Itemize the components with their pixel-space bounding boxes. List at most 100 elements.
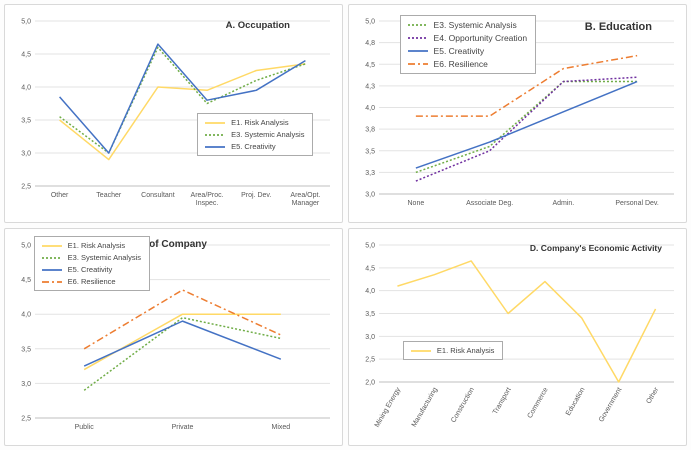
chart-panel-occupation: A. Occupation 2,5 3,0 3,5 4,0 4,5 5,0 Other Tea… (4, 4, 343, 223)
legend-item: E1. Risk Analysis (410, 346, 494, 355)
svg-text:4,0: 4,0 (365, 105, 375, 112)
svg-text:Education: Education (565, 386, 587, 417)
legend-line-sample (41, 268, 62, 271)
legend-item: E5. Creativity (204, 142, 304, 151)
svg-text:3,3: 3,3 (365, 170, 375, 177)
svg-text:5,0: 5,0 (365, 19, 375, 26)
svg-text:4,3: 4,3 (365, 83, 375, 90)
legend-item: E5. Creativity (407, 46, 528, 56)
legend-item: E6. Resilience (407, 59, 528, 69)
legend-label: E5. Creativity (433, 45, 485, 56)
legend-label: E5. Creativity (231, 142, 276, 152)
chart-title-economic-activity: D. Company's Economic Activity (529, 242, 662, 253)
svg-text:Government: Government (598, 386, 623, 423)
chart-svg: 2,5 3,0 3,5 4,0 4,5 5,0 Other Teacher Consultant… (21, 19, 330, 207)
chart-legend: E1. Risk Analysis (402, 341, 504, 361)
svg-text:4,5: 4,5 (21, 277, 31, 284)
svg-text:Transport: Transport (492, 386, 513, 415)
line-chart-occupation: 2,5 3,0 3,5 4,0 4,5 5,0 Other Teacher Consultant… (5, 5, 342, 222)
svg-text:2,5: 2,5 (365, 356, 375, 363)
legend-label: E1. Risk Analysis (231, 118, 289, 128)
svg-text:3,0: 3,0 (21, 151, 31, 158)
chart-svg: 2,5 3,0 3,5 4,0 4,5 5,0 Public Private Mixed (21, 242, 330, 431)
svg-text:2,5: 2,5 (21, 184, 31, 191)
series-line (59, 43, 306, 154)
legend-label: E4. Opportunity Creation (433, 32, 528, 43)
legend-line-sample (205, 145, 226, 148)
legend-item: E4. Opportunity Creation (407, 32, 528, 43)
legend-item: E3. Systemic Analysis (41, 253, 141, 262)
series-line (415, 76, 638, 182)
chart-svg: 2,0 2,5 3,0 3,5 4,0 4,5 5,0 Mining Energy Manufa… (365, 242, 674, 429)
svg-text:4,5: 4,5 (365, 62, 375, 69)
legend-item: E1. Risk Analysis (41, 241, 141, 250)
svg-text:5,0: 5,0 (21, 242, 31, 249)
legend-label: E6. Resilience (433, 58, 488, 69)
series-line (83, 288, 282, 349)
chart-title-company-type: C. Type of Company (111, 238, 207, 250)
legend-line-sample (407, 62, 428, 65)
svg-text:Associate Deg.: Associate Deg. (466, 200, 513, 207)
svg-text:Other: Other (51, 192, 69, 199)
svg-text:Personal Dev.: Personal Dev. (615, 200, 659, 207)
legend-line-sample (205, 133, 226, 136)
svg-text:4,0: 4,0 (365, 288, 375, 295)
svg-text:Admin.: Admin. (552, 200, 574, 207)
svg-text:Manufacturing: Manufacturing (411, 386, 439, 428)
svg-text:4,5: 4,5 (365, 265, 375, 272)
chart-legend: E3. Systemic Analysis E4. Opportunity Cre… (399, 14, 537, 74)
series-line (415, 80, 638, 169)
svg-text:Consultant: Consultant (141, 192, 175, 199)
series-line (415, 80, 638, 174)
chart-panel-education: B. Education 3,0 3,3 3,5 3,8 4,0 4,3 4,5 4,8 5,0… (348, 4, 687, 223)
svg-text:Mixed: Mixed (271, 424, 290, 431)
legend-item: E1. Risk Analysis (204, 118, 304, 127)
legend-item: E5. Creativity (41, 265, 141, 274)
svg-text:3,0: 3,0 (365, 333, 375, 340)
svg-text:3,8: 3,8 (365, 127, 375, 134)
svg-text:3,5: 3,5 (21, 346, 31, 353)
legend-label: E3. Systemic Analysis (231, 130, 305, 140)
svg-text:Public: Public (75, 424, 95, 431)
legend-line-sample (407, 49, 428, 52)
svg-text:Private: Private (172, 424, 194, 431)
legend-label: E5. Creativity (67, 265, 113, 275)
legend-line-sample (41, 244, 62, 247)
svg-text:4,0: 4,0 (21, 311, 31, 318)
legend-label: E3. Systemic Analysis (433, 19, 517, 30)
svg-text:Teacher: Teacher (96, 192, 122, 199)
svg-text:Other: Other (645, 385, 660, 404)
legend-item: E3. Systemic Analysis (204, 130, 304, 139)
chart-legend: E1. Risk Analysis E3. Systemic Analysis E5… (197, 113, 314, 157)
svg-text:2,0: 2,0 (365, 379, 375, 386)
legend-label: E3. Systemic Analysis (67, 253, 141, 263)
chart-title-education: B. Education (584, 21, 652, 33)
legend-item: E3. Systemic Analysis (407, 20, 528, 30)
svg-text:3,0: 3,0 (21, 380, 31, 387)
svg-text:Mining Energy: Mining Energy (374, 386, 403, 429)
chart-legend: E1. Risk Analysis E3. Systemic Analysis E5… (33, 236, 150, 292)
svg-text:Proj. Dev.: Proj. Dev. (241, 192, 271, 199)
svg-text:3,5: 3,5 (21, 118, 31, 125)
series-line (83, 319, 282, 367)
svg-text:3,5: 3,5 (365, 148, 375, 155)
chart-panel-company-type: C. Type of Company 2,5 3,0 3,5 4,0 4,5 5,0 Pub… (4, 227, 343, 446)
legend-line-sample (407, 36, 428, 39)
series-line (83, 316, 281, 391)
series-line (59, 63, 306, 161)
chart-title-occupation: A. Occupation (225, 20, 290, 31)
legend-label: E6. Resilience (67, 277, 116, 287)
series-line (397, 259, 657, 383)
legend-line-sample (410, 349, 431, 352)
line-chart-company-type: 2,5 3,0 3,5 4,0 4,5 5,0 Public Private Mixed (5, 229, 342, 446)
svg-text:Area/Proc.Inspec.: Area/Proc. Inspec. (191, 192, 224, 207)
legend-line-sample (205, 121, 226, 124)
series-line (415, 54, 638, 117)
svg-text:4,0: 4,0 (21, 85, 31, 92)
svg-text:None: None (408, 200, 425, 207)
svg-text:4,8: 4,8 (365, 40, 375, 47)
svg-text:4,5: 4,5 (21, 52, 31, 59)
svg-text:Commerce: Commerce (526, 386, 549, 419)
legend-line-sample (41, 256, 62, 259)
